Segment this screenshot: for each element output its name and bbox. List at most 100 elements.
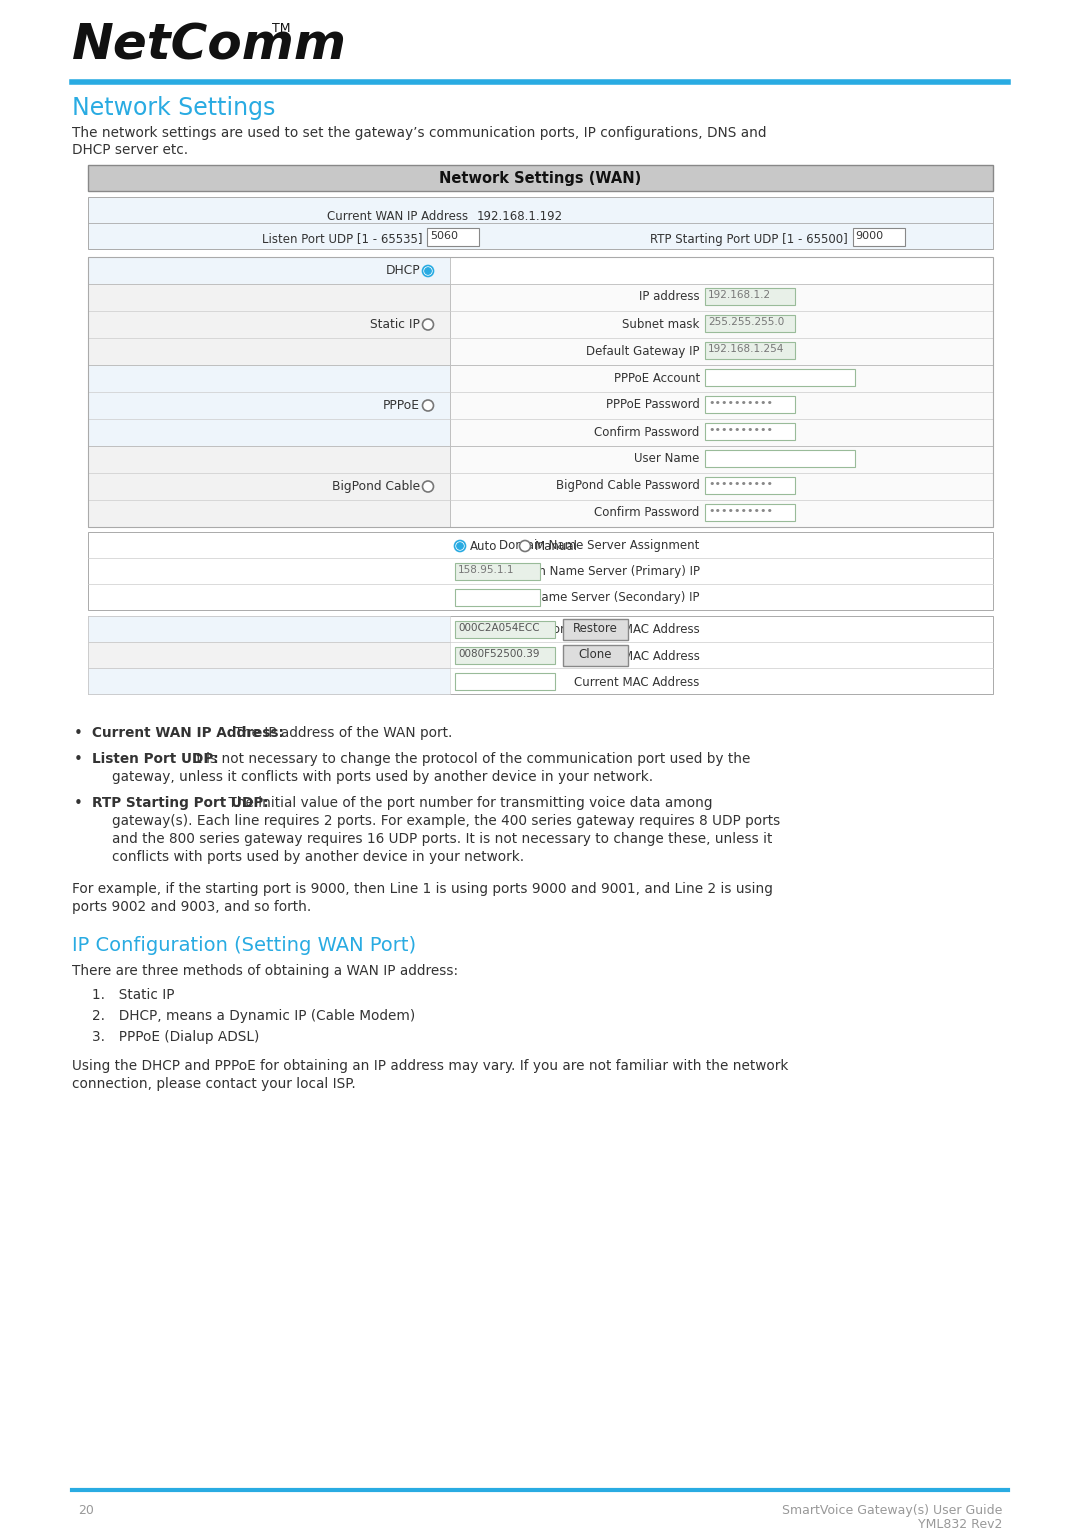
Bar [87, 642, 450, 668]
Bar [87, 616, 993, 694]
Text: Using the DHCP and PPPoE for obtaining an IP address may vary. If you are not fa: Using the DHCP and PPPoE for obtaining a… [72, 1059, 788, 1072]
Bar [87, 532, 993, 610]
Text: 3.  PPPoE (Dialup ADSL): 3. PPPoE (Dialup ADSL) [92, 1030, 259, 1043]
Text: •: • [75, 752, 83, 768]
Circle shape [422, 319, 433, 329]
Text: Domain Name Server (Primary) IP: Domain Name Server (Primary) IP [500, 565, 700, 579]
Bar [705, 316, 795, 332]
Text: DHCP: DHCP [386, 265, 420, 277]
Bar [705, 476, 795, 493]
Text: gateway, unless it conflicts with ports used by another device in your network.: gateway, unless it conflicts with ports … [112, 771, 653, 784]
Text: It is not necessary to change the protocol of the communication port used by the: It is not necessary to change the protoc… [188, 752, 751, 766]
Bar [455, 588, 540, 607]
Text: 158.95.1.1: 158.95.1.1 [458, 565, 514, 574]
Bar [428, 228, 480, 247]
Text: Network Settings (WAN): Network Settings (WAN) [438, 170, 642, 185]
Text: 20: 20 [78, 1504, 94, 1517]
Text: There are three methods of obtaining a WAN IP address:: There are three methods of obtaining a W… [72, 964, 458, 977]
Text: Clone: Clone [578, 648, 611, 662]
Text: 1.  Static IP: 1. Static IP [92, 988, 175, 1002]
Text: 192.168.1.192: 192.168.1.192 [477, 210, 564, 222]
Text: Current WAN IP Address:: Current WAN IP Address: [92, 726, 284, 740]
Bar [87, 198, 993, 250]
Text: Listen Port UDP:: Listen Port UDP: [92, 752, 218, 766]
Bar [87, 257, 450, 283]
Text: ••••••••••: •••••••••• [708, 398, 773, 408]
Bar [853, 228, 905, 247]
Circle shape [455, 541, 465, 552]
Bar [87, 446, 450, 527]
Bar [455, 562, 540, 581]
Text: Current MAC Address: Current MAC Address [575, 676, 700, 688]
Text: 192.168.1.2: 192.168.1.2 [708, 290, 771, 300]
Text: conflicts with ports used by another device in your network.: conflicts with ports used by another dev… [112, 850, 524, 864]
Text: Your MAC Address: Your MAC Address [594, 650, 700, 662]
Bar [87, 365, 450, 446]
Text: Domain Name Server Assignment: Domain Name Server Assignment [499, 539, 700, 553]
Text: Confirm Password: Confirm Password [594, 426, 700, 438]
Text: RTP Starting Port UDP [1 - 65500]: RTP Starting Port UDP [1 - 65500] [650, 233, 848, 245]
Text: Default Gateway IP: Default Gateway IP [586, 345, 700, 357]
Circle shape [424, 268, 431, 274]
Circle shape [422, 265, 433, 276]
Bar [87, 165, 993, 192]
Bar [87, 283, 450, 365]
Text: PPPoE: PPPoE [383, 398, 420, 412]
Text: Listen Port UDP [1 - 65535]: Listen Port UDP [1 - 65535] [262, 233, 423, 245]
Text: DHCP server etc.: DHCP server etc. [72, 142, 188, 156]
Text: Manual: Manual [535, 539, 578, 553]
Text: ••••••••••: •••••••••• [708, 506, 773, 516]
Text: Confirm Password: Confirm Password [594, 507, 700, 519]
Text: ports 9002 and 9003, and so forth.: ports 9002 and 9003, and so forth. [72, 899, 311, 915]
Text: connection, please contact your local ISP.: connection, please contact your local IS… [72, 1077, 355, 1091]
Text: 9000: 9000 [855, 231, 883, 241]
Text: ••••••••••: •••••••••• [708, 480, 773, 489]
Bar [705, 342, 795, 358]
Text: Factory Default MAC Address: Factory Default MAC Address [529, 624, 700, 636]
Bar [455, 620, 555, 637]
Text: Subnet mask: Subnet mask [622, 317, 700, 331]
Text: IP address: IP address [639, 291, 700, 303]
Text: RTP Starting Port UDP:: RTP Starting Port UDP: [92, 797, 269, 810]
Text: •: • [75, 726, 83, 741]
Text: Static IP: Static IP [370, 319, 420, 331]
Circle shape [422, 481, 433, 492]
Text: 5060: 5060 [430, 231, 458, 241]
Text: IP Configuration (Setting WAN Port): IP Configuration (Setting WAN Port) [72, 936, 416, 954]
Bar [450, 283, 993, 365]
Text: TM: TM [272, 21, 291, 35]
Bar [705, 423, 795, 440]
Text: 2.  DHCP, means a Dynamic IP (Cable Modem): 2. DHCP, means a Dynamic IP (Cable Modem… [92, 1010, 415, 1023]
Text: Current WAN IP Address: Current WAN IP Address [327, 210, 468, 222]
Bar [705, 369, 855, 386]
Text: User Name: User Name [634, 452, 700, 466]
Text: 0080F52500.39: 0080F52500.39 [458, 650, 540, 659]
Text: The network settings are used to set the gateway’s communication ports, IP confi: The network settings are used to set the… [72, 126, 767, 139]
Bar [705, 395, 795, 414]
Text: 255.255.255.0: 255.255.255.0 [708, 317, 784, 326]
Text: Domain Name Server (Secondary) IP: Domain Name Server (Secondary) IP [483, 591, 700, 605]
Bar [563, 645, 627, 666]
Text: YML832 Rev2: YML832 Rev2 [918, 1518, 1002, 1530]
Bar [450, 365, 993, 446]
Text: and the 800 series gateway requires 16 UDP ports. It is not necessary to change : and the 800 series gateway requires 16 U… [112, 832, 772, 846]
Text: Auto: Auto [470, 539, 498, 553]
Text: •: • [75, 797, 83, 810]
Text: BigPond Cable: BigPond Cable [332, 480, 420, 493]
Text: BigPond Cable Password: BigPond Cable Password [556, 480, 700, 492]
Text: 000C2A054ECC: 000C2A054ECC [458, 624, 540, 633]
Text: NetComm: NetComm [72, 21, 347, 70]
Bar [705, 450, 855, 467]
Text: The IP address of the WAN port.: The IP address of the WAN port. [230, 726, 453, 740]
Bar [705, 288, 795, 305]
Text: PPPoE Password: PPPoE Password [606, 398, 700, 412]
Text: 192.168.1.254: 192.168.1.254 [708, 345, 784, 354]
Text: PPPoE Account: PPPoE Account [613, 371, 700, 385]
Text: SmartVoice Gateway(s) User Guide: SmartVoice Gateway(s) User Guide [782, 1504, 1002, 1517]
Circle shape [519, 541, 530, 552]
Bar [87, 668, 450, 694]
Bar [450, 446, 993, 527]
Text: ••••••••••: •••••••••• [708, 424, 773, 435]
Text: Restore: Restore [572, 622, 618, 636]
Bar [563, 619, 627, 640]
